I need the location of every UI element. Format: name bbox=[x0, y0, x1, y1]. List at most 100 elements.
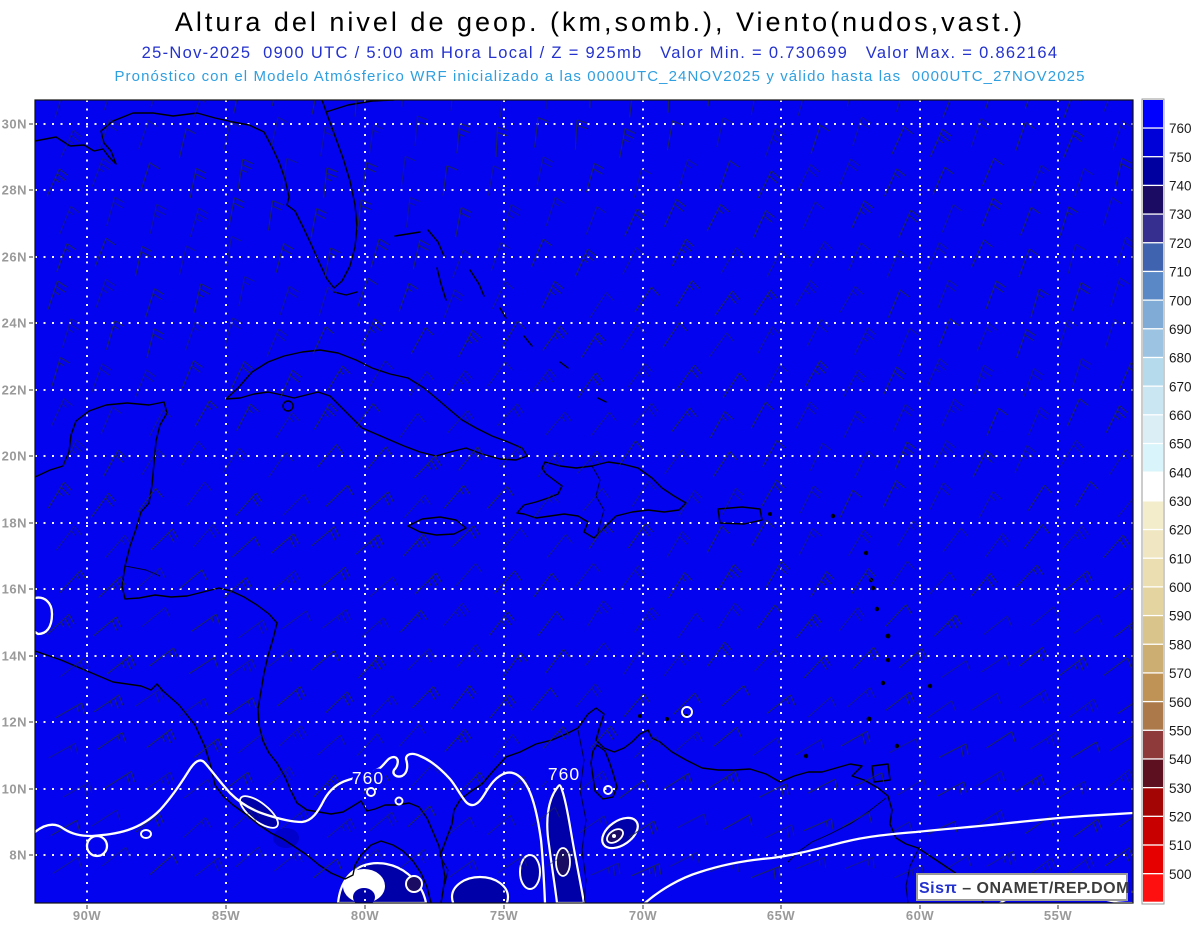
lon-tick-label: 75W bbox=[490, 908, 518, 923]
wind-barb bbox=[1015, 774, 1045, 792]
borders bbox=[124, 465, 921, 903]
wind-barb bbox=[455, 207, 472, 238]
wind-barb bbox=[223, 121, 241, 152]
wind-barb bbox=[279, 285, 299, 316]
wind-barb bbox=[447, 370, 473, 396]
badge-brand: Sisπ bbox=[919, 880, 957, 897]
wind-barb bbox=[1074, 168, 1094, 198]
wind-barb bbox=[318, 286, 338, 317]
wind-barb bbox=[1071, 282, 1091, 312]
wind-barb bbox=[852, 646, 880, 670]
wind-barb bbox=[577, 372, 604, 398]
wind-barb bbox=[55, 702, 85, 719]
colorbar-tick-label: 640 bbox=[1169, 465, 1192, 480]
border-panama-colombia bbox=[440, 857, 449, 885]
wind-barb bbox=[238, 733, 267, 754]
wind-barb bbox=[530, 368, 557, 394]
wind-barb bbox=[400, 609, 428, 633]
lesser-antilles-islands bbox=[638, 512, 933, 759]
colorbar-segment bbox=[1143, 415, 1163, 443]
lon-tick-label: 80W bbox=[351, 908, 379, 923]
wind-barb bbox=[537, 452, 564, 478]
wind-barb bbox=[892, 403, 915, 433]
wind-barb bbox=[235, 846, 264, 868]
wind-barb bbox=[145, 771, 175, 791]
wind-barb bbox=[193, 283, 211, 314]
wind-barb bbox=[149, 854, 179, 875]
wind-barb bbox=[720, 247, 745, 274]
colorbar-tick-label: 530 bbox=[1169, 781, 1192, 796]
wind-barb bbox=[942, 527, 969, 553]
wind-barb bbox=[807, 696, 837, 718]
wind-barb bbox=[357, 277, 378, 307]
wind-barb bbox=[55, 525, 82, 551]
wind-barb bbox=[369, 576, 399, 597]
map-panel: 760 760 bbox=[34, 99, 1134, 904]
wind-barb bbox=[722, 372, 748, 399]
colorbar-segment bbox=[1143, 214, 1163, 243]
wind-barb bbox=[942, 100, 951, 118]
colorbar-segment bbox=[1143, 358, 1163, 386]
wind-barb bbox=[803, 655, 831, 679]
wind-barb bbox=[194, 857, 224, 877]
wind-barb bbox=[1102, 534, 1130, 559]
wind-barb bbox=[400, 155, 416, 187]
wind-barb bbox=[712, 451, 738, 478]
wind-barb bbox=[844, 856, 875, 870]
wind-barb bbox=[99, 119, 120, 149]
colorbar-segment bbox=[1143, 501, 1163, 529]
wind-barb bbox=[984, 533, 1011, 559]
wind-barb bbox=[149, 647, 179, 667]
wind-barb bbox=[458, 771, 486, 795]
wind-barb bbox=[59, 205, 80, 235]
wind-barb bbox=[980, 655, 1010, 673]
wind-barb bbox=[238, 276, 255, 307]
wind-barb bbox=[236, 403, 259, 432]
wind-barb bbox=[496, 403, 524, 427]
border-guatemala-honduras bbox=[124, 565, 161, 577]
wind-barb bbox=[194, 738, 223, 758]
geopotential-shading bbox=[239, 784, 639, 903]
wind-barb bbox=[1117, 497, 1133, 518]
wind-barb bbox=[678, 490, 703, 517]
colorbar-segment bbox=[1143, 243, 1163, 271]
wind-barb bbox=[270, 533, 299, 554]
lat-tick-label: 16N bbox=[2, 582, 27, 597]
wind-barb bbox=[281, 610, 311, 630]
wind-barb bbox=[722, 814, 753, 830]
colorbar-tick-label: 500 bbox=[1169, 867, 1192, 882]
wind-barb bbox=[326, 365, 351, 392]
wind-barb bbox=[937, 781, 967, 797]
colorbar-segment bbox=[1143, 157, 1163, 185]
shade-venezuela-oval-dot bbox=[612, 834, 616, 838]
wind-barb bbox=[662, 322, 688, 348]
wind-barb bbox=[97, 731, 127, 750]
wind-barb bbox=[579, 770, 609, 791]
wind-barb bbox=[52, 856, 82, 874]
wind-barb bbox=[442, 165, 458, 196]
wind-barb bbox=[146, 328, 165, 359]
wind-barb bbox=[193, 100, 212, 118]
colorbar-tick-label: 700 bbox=[1169, 293, 1192, 308]
wind-barb bbox=[854, 327, 877, 355]
wind-barb bbox=[370, 695, 398, 718]
wind-barb bbox=[499, 100, 503, 118]
wind-barb bbox=[223, 577, 252, 599]
wind-barb bbox=[941, 660, 971, 679]
wind-barb bbox=[750, 866, 781, 880]
wind-barb bbox=[194, 400, 218, 428]
wind-barb bbox=[897, 327, 919, 357]
wind-barb bbox=[183, 778, 213, 799]
attribution-badge: Sisπ – ONAMET/REP.DOM. bbox=[916, 873, 1134, 901]
wind-barb bbox=[501, 320, 526, 348]
wind-barb bbox=[541, 765, 569, 788]
wind-barb bbox=[310, 650, 340, 671]
colorbar-tick-label: 620 bbox=[1169, 523, 1192, 538]
map-frame bbox=[34, 99, 1134, 904]
coastline-hispaniola bbox=[516, 461, 687, 539]
wind-barb bbox=[92, 616, 122, 637]
colorbar-segment bbox=[1143, 472, 1163, 501]
wind-barb bbox=[1072, 358, 1092, 388]
wind-barb bbox=[632, 402, 659, 427]
wind-barb bbox=[795, 401, 819, 429]
